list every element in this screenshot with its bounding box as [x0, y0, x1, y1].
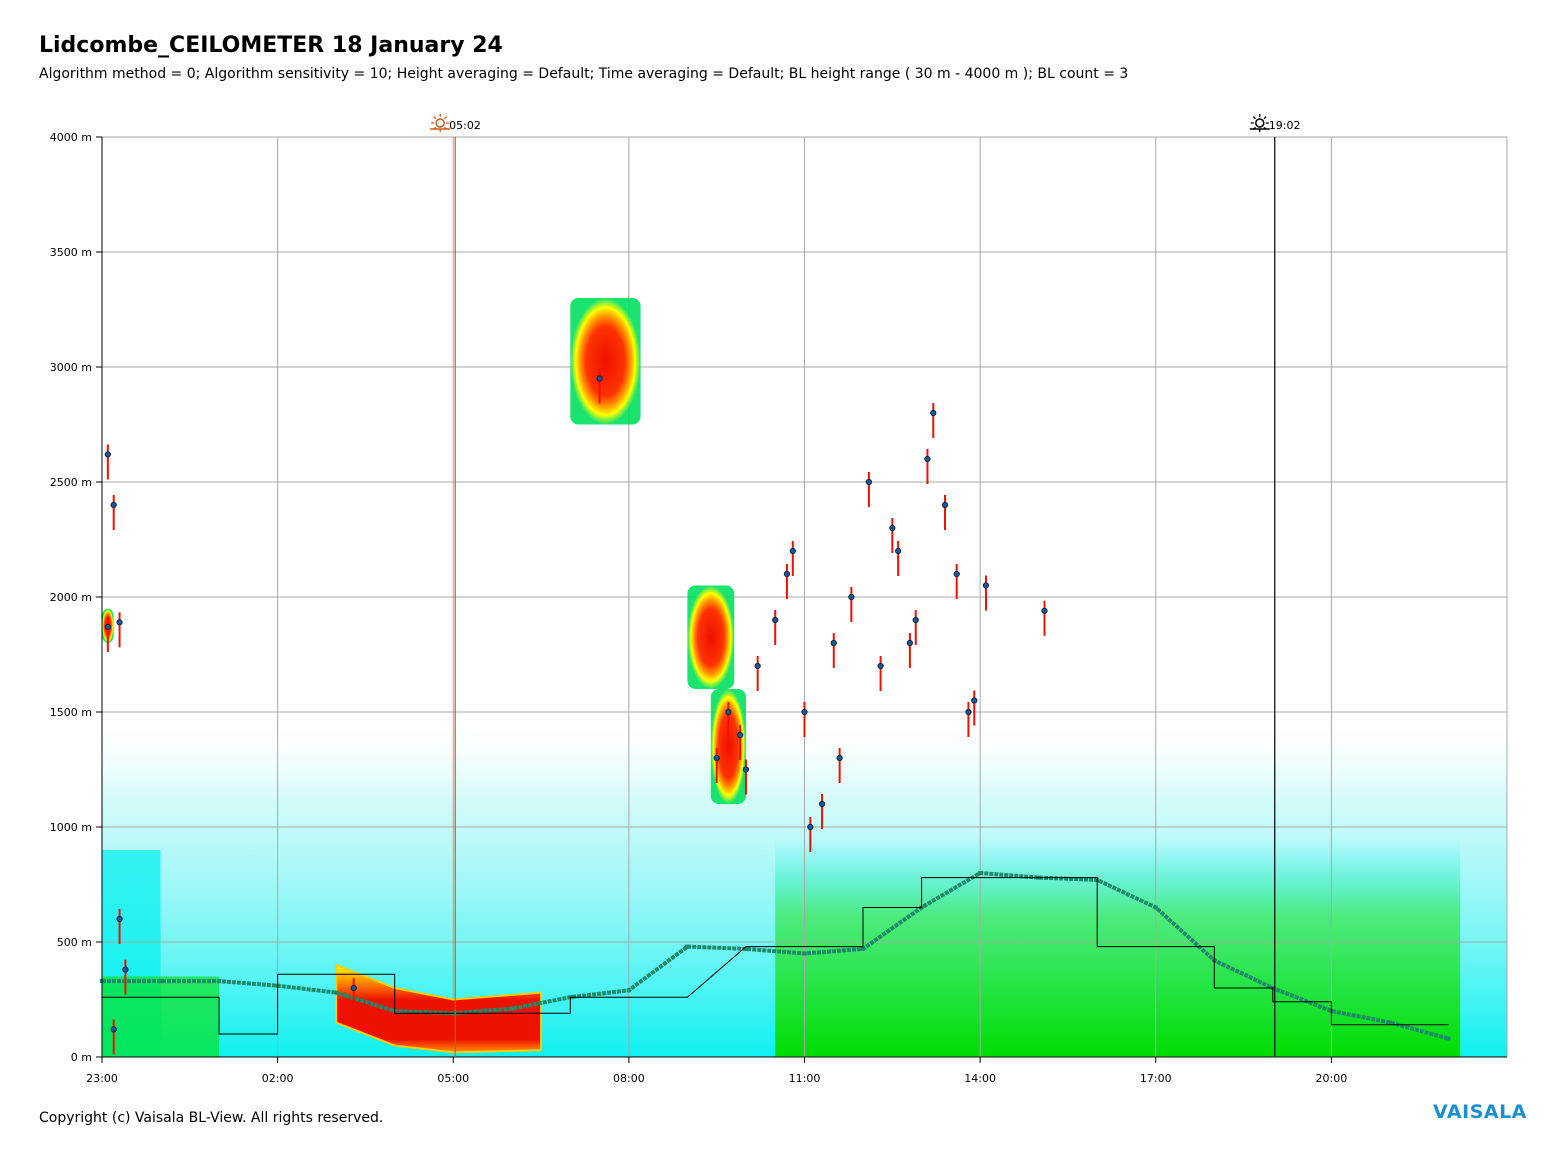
cloud-base-point — [941, 501, 949, 509]
sunrise-icon — [430, 114, 451, 132]
y-tick-label: 1500 m — [50, 706, 92, 719]
bl-height-point — [158, 979, 163, 984]
x-tick-label: 02:00 — [262, 1072, 294, 1085]
vaisala-logo: VAISALA — [1433, 1101, 1527, 1123]
cloud-base-point — [783, 570, 791, 578]
bl-height-point — [1153, 905, 1158, 910]
cloud-base-point — [801, 708, 808, 716]
cloud-base-point — [116, 619, 123, 626]
event-markers: 05:02 19:02 — [430, 114, 1300, 1057]
sunset-icon — [1249, 114, 1270, 132]
cloud-base-point — [982, 582, 990, 589]
x-tick-label: 11:00 — [789, 1072, 821, 1085]
bl-height-point — [802, 951, 807, 956]
chart-subtitle: Algorithm method = 0; Algorithm sensitiv… — [39, 66, 1129, 82]
cloud-base-point — [742, 766, 750, 773]
cloud-base-point — [906, 639, 913, 647]
cloud-layer — [687, 585, 735, 689]
cloud-base-point — [104, 451, 111, 458]
sun-disc — [1255, 118, 1265, 128]
cloud-base-point — [912, 616, 919, 624]
y-tick-label: 3500 m — [50, 246, 92, 259]
event-label: 05:02 — [449, 119, 481, 132]
cloud-base-point — [848, 593, 855, 601]
cloud-base-point — [122, 966, 129, 973]
cloud-base-point — [737, 731, 744, 739]
sun-ray — [1252, 116, 1256, 120]
cloud-base-point — [971, 697, 978, 704]
y-tick-label: 0 m — [71, 1051, 92, 1064]
y-tick-label: 2000 m — [50, 591, 92, 604]
cloud-base-point — [895, 547, 902, 555]
x-tick-label: 05:00 — [437, 1072, 469, 1085]
chart-title: Lidcombe_CEILOMETER 18 January 24 — [39, 33, 503, 58]
bl-height-series — [102, 870, 1450, 1041]
cloud-base-point — [110, 1026, 117, 1033]
cloud-base-point — [818, 800, 826, 808]
cloud-base-point — [924, 455, 931, 463]
x-tick-label: 14:00 — [964, 1072, 996, 1085]
cloud-base-point — [772, 616, 779, 624]
bl-height-point — [978, 871, 983, 875]
bl-height-point — [217, 979, 222, 984]
y-tick-label: 1000 m — [50, 821, 92, 834]
nocturnal-layer — [335, 963, 543, 1054]
sun-ray — [433, 116, 437, 120]
sun-disc — [435, 118, 445, 128]
bl-height-point — [626, 988, 631, 993]
sun-ray — [1263, 116, 1267, 120]
cloud-base-point — [836, 754, 843, 762]
cloud-base-point — [110, 501, 117, 509]
cloud-base-point — [754, 662, 761, 670]
bl-height-point — [685, 944, 690, 949]
cloud-base-point — [865, 478, 872, 486]
x-tick-label: 20:00 — [1316, 1072, 1348, 1085]
cloud-base-point — [877, 662, 884, 670]
cloud-base-point — [830, 639, 837, 647]
bl-height-point — [334, 990, 339, 995]
bl-height-point — [743, 946, 748, 951]
cloud-base-point — [807, 823, 814, 831]
copyright-text: Copyright (c) Vaisala BL-View. All right… — [39, 1110, 384, 1126]
cloud-base-point — [116, 915, 123, 923]
bl-height-point — [1446, 1036, 1451, 1041]
cloud-base-point — [889, 524, 896, 532]
bl-height-point — [509, 1006, 514, 1011]
y-tick-label: 2500 m — [50, 476, 92, 489]
bl-height-point — [1387, 1020, 1392, 1025]
step-series — [102, 877, 1449, 1035]
cloud-base-point — [789, 547, 796, 555]
cloud-base-point — [930, 409, 937, 417]
cloud-layer — [710, 689, 746, 804]
cloud-base-point — [713, 754, 720, 762]
data-layer — [100, 298, 1451, 1055]
cloud-base-point — [965, 708, 972, 716]
y-tick-label: 500 m — [57, 936, 92, 949]
cloud-base-point — [350, 984, 357, 992]
event-label: 19:02 — [1269, 119, 1301, 132]
surface-layer-early — [102, 976, 220, 1057]
cloud-base-point — [953, 570, 960, 578]
x-tick-label: 23:00 — [86, 1072, 118, 1085]
y-tick-label: 3000 m — [50, 361, 92, 374]
bl-height-point — [861, 946, 866, 951]
cloud-base-point — [725, 708, 732, 716]
y-tick-label: 4000 m — [50, 131, 92, 144]
cloud-base-point — [104, 623, 111, 631]
mixing-layer-field — [775, 838, 1461, 1057]
cloud-layer — [570, 298, 641, 425]
sun-ray — [443, 116, 448, 120]
x-tick-label: 17:00 — [1140, 1072, 1172, 1085]
x-tick-label: 08:00 — [613, 1072, 645, 1085]
cloud-base-point — [1041, 607, 1048, 614]
cloud-base-point — [596, 375, 603, 382]
axes: 0 m 500 m 1000 m 1500 m 2000 m 2500 m 3000 m 35… — [50, 131, 1507, 1085]
